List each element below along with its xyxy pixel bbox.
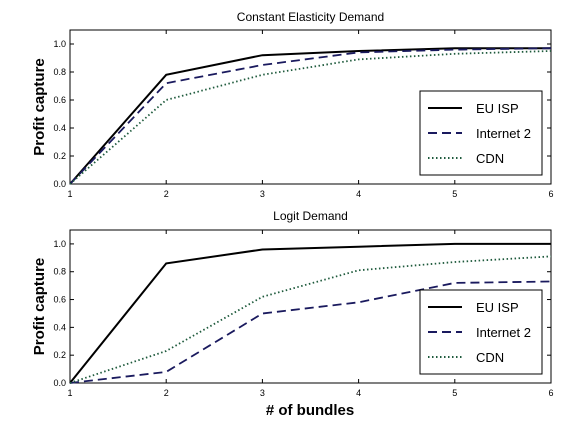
series-line-cdn [69, 255, 552, 384]
y-tick-label: 0.2 [53, 151, 66, 161]
y-tick-label: 0.2 [53, 350, 66, 360]
x-tick-label: 3 [260, 388, 265, 398]
y-tick-label: 0.4 [53, 123, 66, 133]
x-tick-label: 5 [452, 189, 457, 199]
x-axis-label: # of bundles [266, 402, 354, 419]
x-tick-label: 1 [67, 189, 72, 199]
series-line-internet-2 [69, 280, 552, 384]
legend-box [419, 289, 543, 375]
y-tick-label: 0.8 [53, 67, 66, 77]
legend-box [419, 90, 543, 176]
y-tick-label: 1.0 [53, 239, 66, 249]
series-line-eu-isp [69, 47, 551, 185]
chart-constant-elasticity: Constant Elasticity Demand 0.0 0.2 0.4 0.6 0.… [31, 10, 554, 199]
y-tick-label: 0.6 [53, 295, 66, 305]
y-tick-label: 0.8 [53, 267, 66, 277]
chart-logit: Logit Demand 0.0 0.2 0.4 0.6 0.8 1.0 1 2 3 4 5 6 Prof… [31, 209, 554, 398]
legend-label: CDN [476, 151, 504, 166]
legend-label: Internet 2 [476, 325, 531, 340]
x-tick-label: 2 [164, 189, 169, 199]
chart-title: Constant Elasticity Demand [237, 10, 384, 24]
plot-frame [69, 29, 552, 185]
x-tick-label: 6 [548, 189, 553, 199]
y-axis-label: Profit capture [31, 58, 48, 156]
chart-title: Logit Demand [273, 209, 348, 223]
plot-frame [69, 229, 552, 384]
legend-label: CDN [476, 350, 504, 365]
y-tick-label: 0.4 [53, 322, 66, 332]
legend-label: Internet 2 [476, 126, 531, 141]
x-tick-label: 1 [67, 388, 72, 398]
x-tick-label: 2 [164, 388, 169, 398]
x-tick-label: 4 [356, 189, 361, 199]
x-tick-label: 3 [260, 189, 265, 199]
legend-label: EU ISP [476, 300, 519, 315]
legend: EU ISP Internet 2 CDN [419, 90, 543, 176]
y-tick-label: 1.0 [53, 39, 66, 49]
x-tick-label: 5 [452, 388, 457, 398]
x-tick-label: 4 [356, 388, 361, 398]
legend-label: EU ISP [476, 101, 519, 116]
series-line-internet-2 [69, 47, 552, 185]
series-line-eu-isp [69, 242, 551, 384]
series-line-cdn [69, 50, 552, 185]
y-tick-label: 0.0 [53, 378, 66, 388]
y-tick-label: 0.0 [53, 179, 66, 189]
legend: EU ISP Internet 2 CDN [419, 289, 543, 375]
x-tick-label: 6 [548, 388, 553, 398]
y-tick-label: 0.6 [53, 95, 66, 105]
y-axis-label: Profit capture [31, 258, 48, 356]
